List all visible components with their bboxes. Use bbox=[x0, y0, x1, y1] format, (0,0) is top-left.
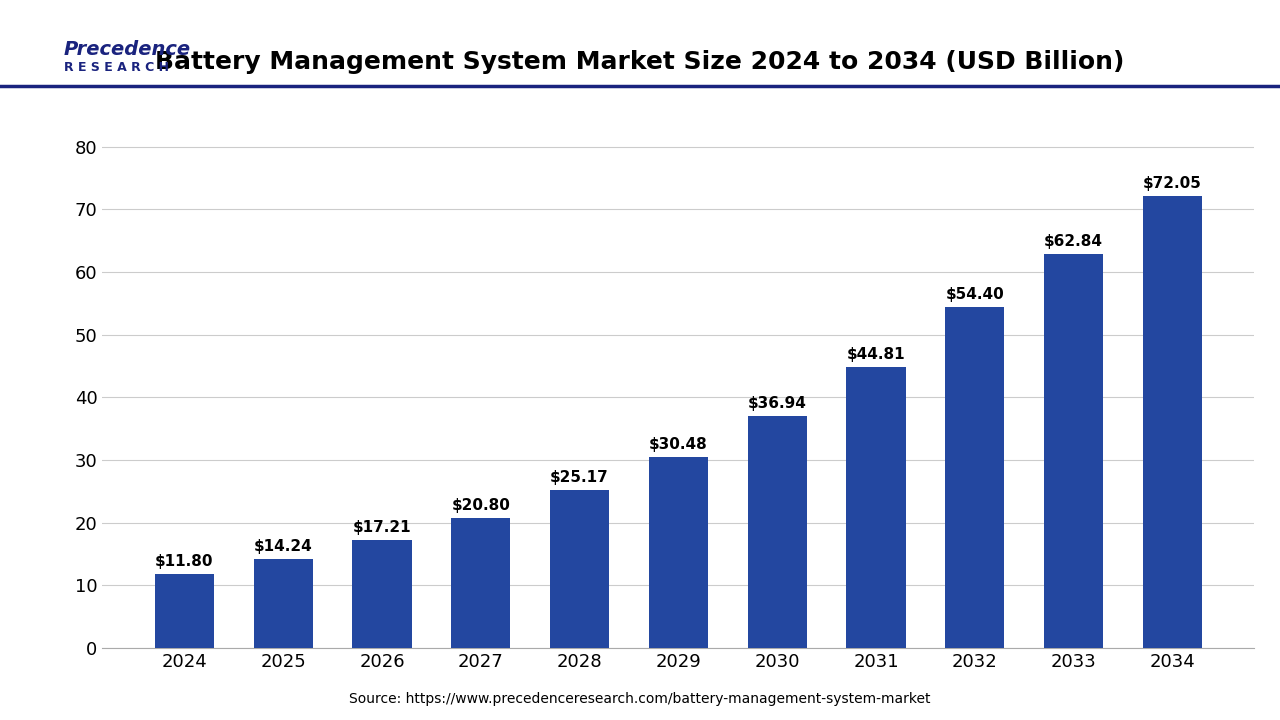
Text: Precedence: Precedence bbox=[64, 40, 191, 58]
Text: $14.24: $14.24 bbox=[253, 539, 312, 554]
Bar bbox=[748, 416, 806, 648]
Bar bbox=[846, 367, 906, 648]
Text: $25.17: $25.17 bbox=[550, 470, 609, 485]
Text: Source: https://www.precedenceresearch.com/battery-management-system-market: Source: https://www.precedenceresearch.c… bbox=[349, 692, 931, 706]
Text: $44.81: $44.81 bbox=[846, 347, 905, 362]
Text: $11.80: $11.80 bbox=[155, 554, 214, 569]
Bar bbox=[155, 574, 214, 648]
Text: Battery Management System Market Size 2024 to 2034 (USD Billion): Battery Management System Market Size 20… bbox=[155, 50, 1125, 74]
Text: R E S E A R C H: R E S E A R C H bbox=[64, 61, 169, 74]
Bar bbox=[451, 518, 511, 648]
Bar bbox=[550, 490, 609, 648]
Bar bbox=[253, 559, 312, 648]
Text: $54.40: $54.40 bbox=[946, 287, 1005, 302]
Text: $62.84: $62.84 bbox=[1044, 234, 1103, 249]
Text: $17.21: $17.21 bbox=[353, 520, 411, 535]
Bar bbox=[649, 457, 708, 648]
Text: $30.48: $30.48 bbox=[649, 437, 708, 452]
Bar bbox=[1044, 254, 1103, 648]
Text: $36.94: $36.94 bbox=[748, 397, 806, 411]
Bar bbox=[945, 307, 1005, 648]
Text: $72.05: $72.05 bbox=[1143, 176, 1202, 192]
Text: $20.80: $20.80 bbox=[452, 498, 511, 513]
Bar bbox=[352, 540, 412, 648]
Bar bbox=[1143, 197, 1202, 648]
